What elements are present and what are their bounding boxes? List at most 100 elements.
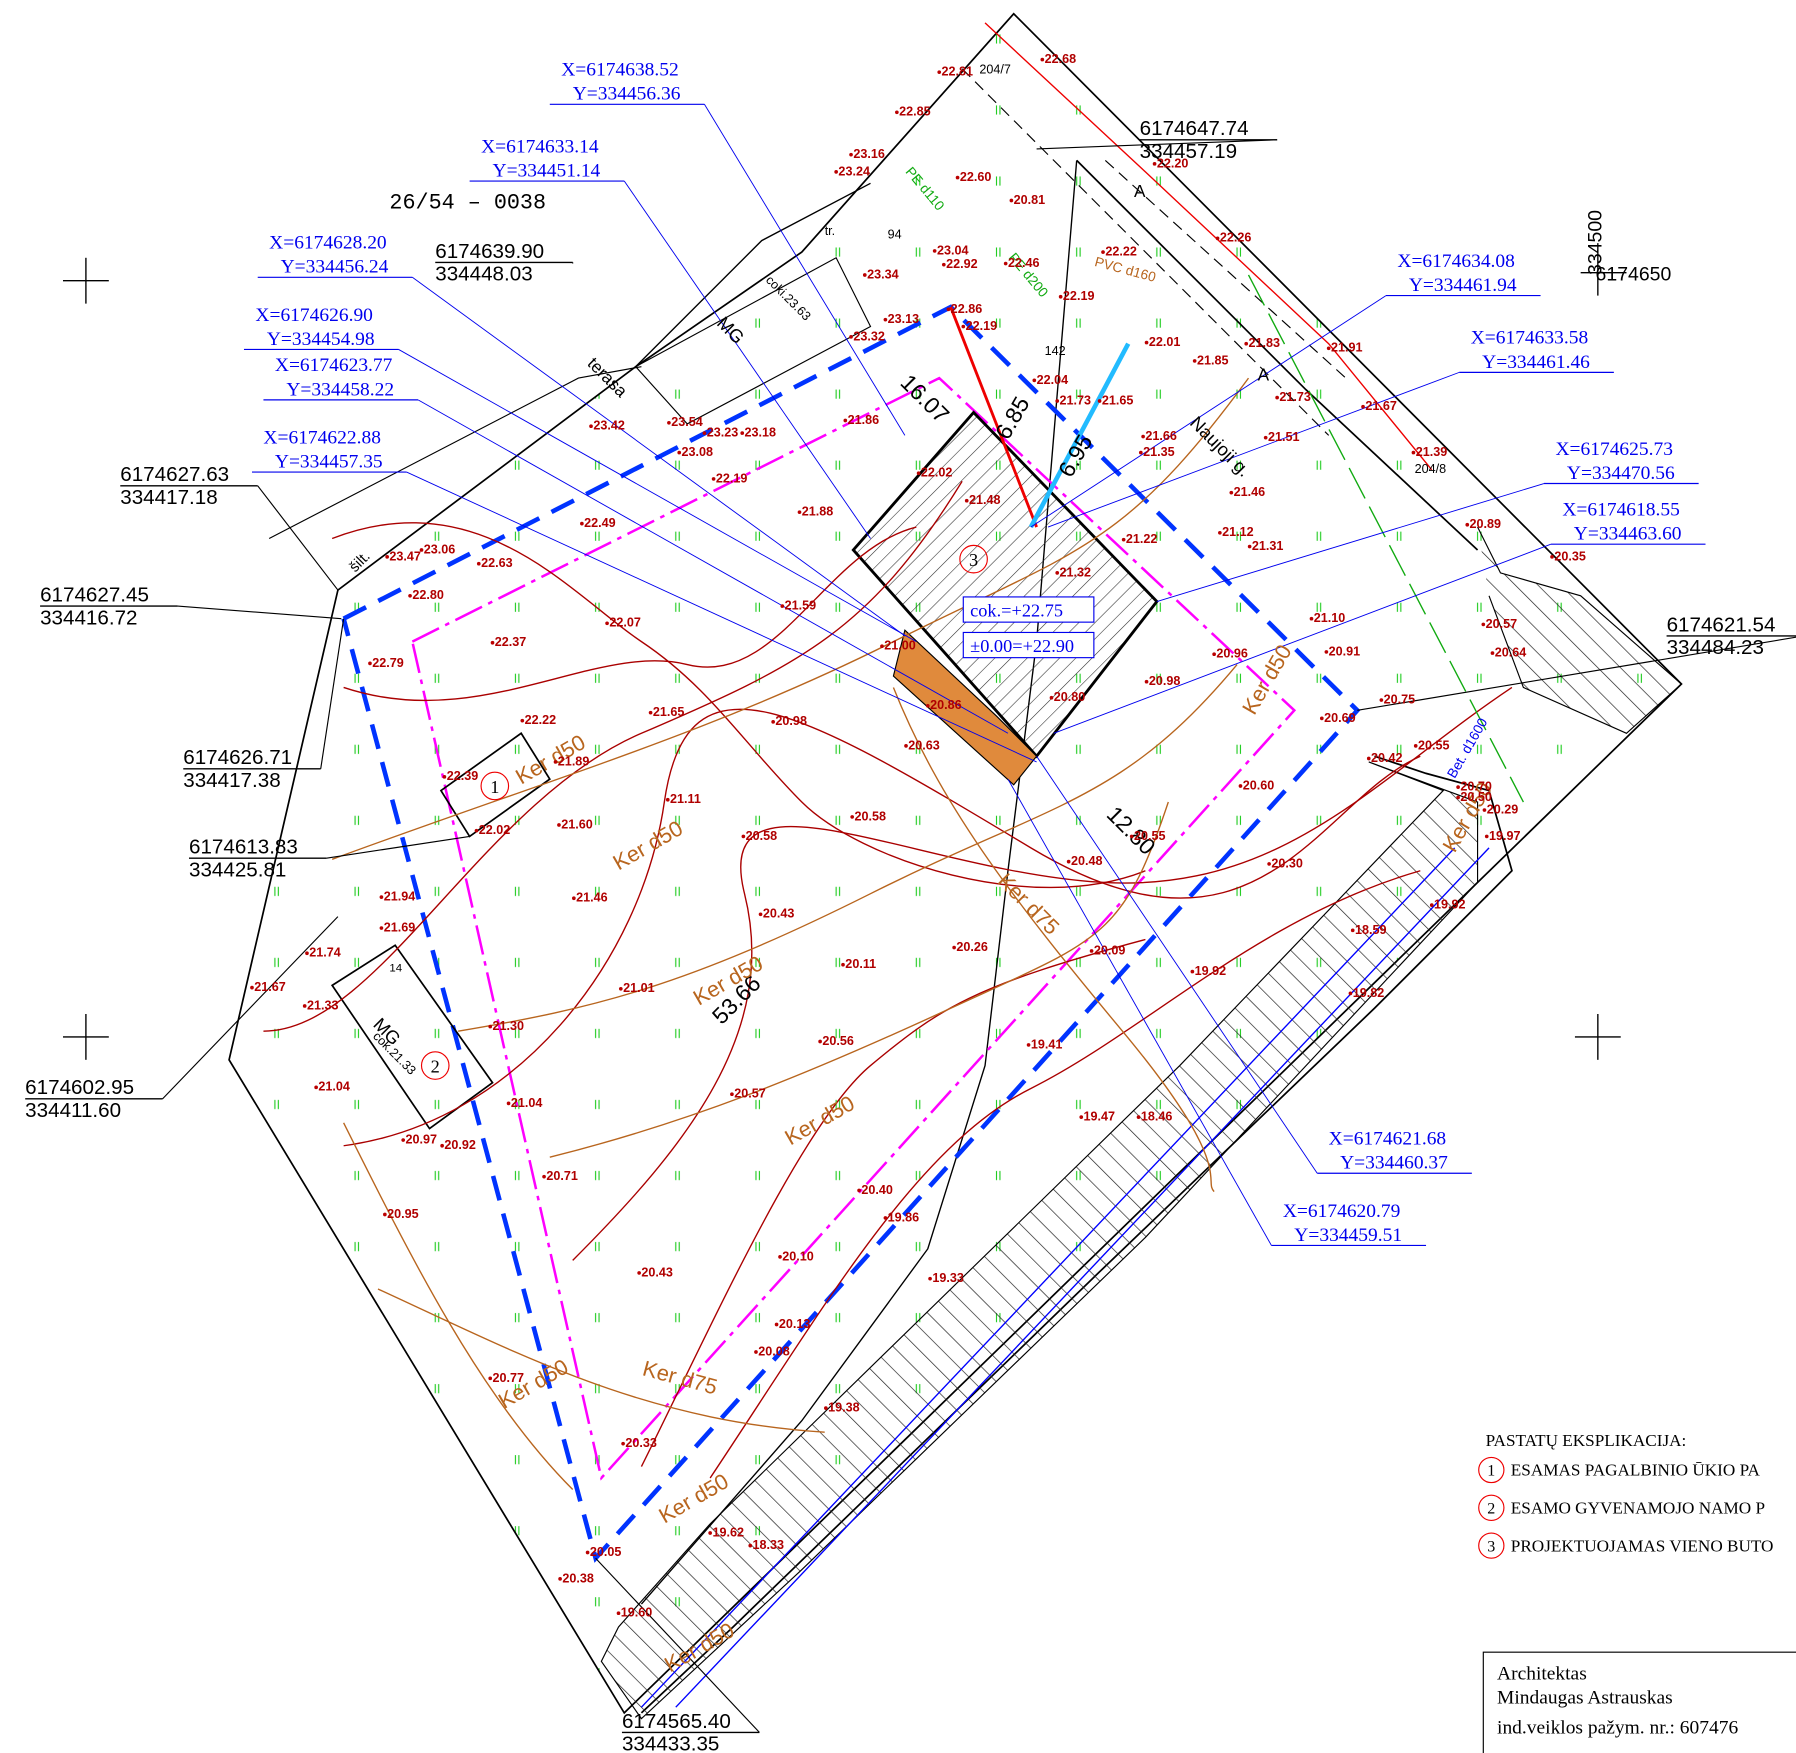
- elevation: 19.86: [888, 1210, 920, 1224]
- elevation-dot: [834, 170, 838, 174]
- elevation-dot: [440, 1144, 444, 1148]
- elevation: 22.85: [899, 105, 931, 119]
- plan-label: 14: [389, 963, 402, 975]
- elevation-dot: [857, 1189, 861, 1193]
- elevation-dot: [1320, 717, 1324, 721]
- elevation: 20.05: [590, 1545, 622, 1559]
- elevation: 21.89: [558, 754, 590, 768]
- elevation-dot: [884, 318, 888, 322]
- elevation: 22.37: [495, 635, 527, 649]
- building-level: ±0.00=+22.90: [970, 636, 1074, 656]
- plan-label: 94: [888, 227, 902, 241]
- elevation: 22.19: [966, 319, 998, 333]
- elevation-dot: [1139, 451, 1143, 455]
- elevation-dot: [1059, 295, 1063, 299]
- elevation: 19.92: [1195, 964, 1227, 978]
- elevation: 19.38: [828, 1401, 860, 1415]
- stakeout-y: Y=334461.46: [1482, 352, 1590, 373]
- elevation: 23.08: [682, 445, 714, 459]
- elevation: 20.57: [1486, 617, 1518, 631]
- stakeout-x: X=6174620.79: [1283, 1201, 1401, 1222]
- elevation-dot: [408, 594, 412, 598]
- elevation: 20.64: [1495, 646, 1527, 660]
- elevation: 21.30: [493, 1019, 525, 1033]
- elevation-dot: [401, 1138, 405, 1142]
- elevation-dot: [1351, 929, 1355, 933]
- elevation-dot: [475, 829, 479, 833]
- stakeout-y: Y=334460.37: [1340, 1153, 1448, 1174]
- page: 26/54 – 003833450061746506174647.7433445…: [0, 0, 1796, 1753]
- elevation-dot: [933, 249, 937, 253]
- elevation: 21.33: [307, 998, 339, 1012]
- plan-label: A: [1134, 181, 1146, 201]
- stakeout-y: Y=334459.51: [1294, 1225, 1402, 1246]
- elevation: 19.41: [1031, 1037, 1063, 1051]
- elevation: 19.92: [1434, 898, 1466, 912]
- elevation-dot: [1137, 1115, 1141, 1119]
- elevation: 21.31: [1252, 539, 1284, 553]
- coordinate-y: 334417.18: [120, 486, 217, 509]
- site-plan: 26/54 – 003833450061746506174647.7433445…: [0, 0, 1796, 1753]
- elevation-dot: [1380, 698, 1384, 702]
- elevation-dot: [542, 1175, 546, 1179]
- elevation-dot: [956, 176, 960, 180]
- coordinate-x: 6174565.40: [622, 1710, 731, 1733]
- elevation-dot: [667, 421, 671, 425]
- elevation-dot: [798, 510, 802, 514]
- elevation: 23.18: [745, 426, 777, 440]
- elevation-dot: [666, 798, 670, 802]
- elevation: 22.26: [1220, 231, 1252, 245]
- elevation-dot: [895, 110, 899, 114]
- elevation: 22.79: [372, 656, 404, 670]
- coordinate-x: 6174639.90: [435, 240, 544, 263]
- elevation-dot: [1218, 531, 1222, 535]
- elevation: 22.02: [479, 823, 511, 837]
- elevation: 20.26: [956, 940, 988, 954]
- elevation: 20.86: [930, 698, 962, 712]
- elevation-dot: [947, 308, 951, 312]
- building-level: cok.=+22.75: [970, 600, 1063, 620]
- elevation: 21.01: [623, 981, 655, 995]
- elevation-dot: [1032, 379, 1036, 383]
- elevation-dot: [491, 641, 495, 645]
- elevation-dot: [1310, 617, 1314, 621]
- elevation: 20.58: [746, 829, 778, 843]
- elevation: 22.04: [1037, 373, 1069, 387]
- elevation-dot: [1193, 359, 1197, 363]
- elevation-dot: [1153, 162, 1157, 166]
- elevation-dot: [1325, 650, 1329, 654]
- elevation-dot: [488, 1377, 492, 1381]
- elevation-dot: [1040, 58, 1044, 62]
- elevation: 20.92: [444, 1138, 476, 1152]
- elevation: 20.69: [1324, 711, 1356, 725]
- elevation: 22.39: [447, 769, 479, 783]
- elevation-dot: [1456, 785, 1460, 789]
- elevation: 21.67: [254, 980, 286, 994]
- elevation: 23.24: [838, 164, 870, 178]
- elevation: 22.07: [609, 616, 641, 630]
- elevation: 22.60: [960, 170, 992, 184]
- elevation-dot: [961, 325, 965, 329]
- elevation-dot: [1079, 1115, 1083, 1119]
- elevation: 21.46: [576, 891, 608, 905]
- building-number: 1: [490, 777, 499, 797]
- elevation-dot: [385, 555, 389, 559]
- legend-text: ESAMAS PAGALBINIO ŪKIO PA: [1511, 1461, 1761, 1480]
- stakeout-y: Y=334454.98: [267, 329, 375, 350]
- elevation: 22.01: [1149, 335, 1181, 349]
- elevation: 18.46: [1141, 1110, 1173, 1124]
- elevation: 21.94: [384, 890, 416, 904]
- elevation-dot: [488, 1025, 492, 1029]
- elevation: 18.33: [753, 1538, 785, 1552]
- elevation: 19.62: [712, 1525, 744, 1539]
- elevation-dot: [775, 1323, 779, 1327]
- elevation-dot: [863, 273, 867, 277]
- elevation: 20.09: [1094, 943, 1126, 957]
- elevation-dot: [443, 775, 447, 779]
- coordinate-y: 334411.60: [25, 1099, 121, 1122]
- elevation-dot: [771, 720, 775, 724]
- elevation: 20.98: [775, 714, 807, 728]
- coordinate-y: 334433.35: [622, 1733, 719, 1753]
- elevation: 21.67: [1365, 399, 1397, 413]
- elevation-dot: [703, 431, 707, 435]
